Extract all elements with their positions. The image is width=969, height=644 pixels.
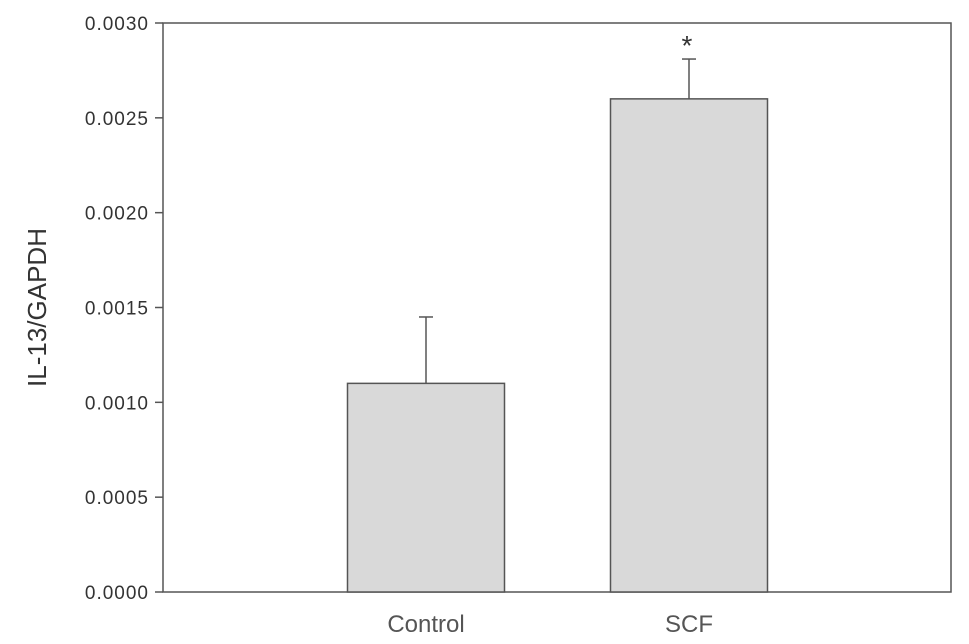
bar-control — [346, 382, 506, 593]
y-tick-label: 0.0005 — [85, 488, 149, 509]
error-bars — [419, 58, 696, 384]
y-axis-title: IL-13/GAPDH — [22, 228, 52, 387]
plot-frame — [162, 22, 952, 593]
x-axis-labels: Control SCF — [387, 611, 713, 638]
bar-scf — [609, 98, 769, 593]
y-tick-label: 0.0020 — [85, 204, 149, 225]
y-tick-label: 0.0030 — [85, 14, 149, 35]
x-category-label: Control — [387, 611, 464, 638]
x-category-label: SCF — [665, 611, 713, 638]
annotations: * — [682, 30, 693, 61]
y-tick-label: 0.0000 — [85, 583, 149, 604]
bars — [346, 98, 769, 593]
y-tick-label: 0.0015 — [85, 299, 149, 320]
y-tick-label: 0.0010 — [85, 393, 149, 414]
y-axis-ticks: 0.0000 0.0005 0.0010 0.0015 0.0020 0.0025 0.00… — [85, 14, 163, 604]
y-tick-label: 0.0025 — [85, 109, 149, 130]
significance-marker: * — [682, 30, 693, 61]
